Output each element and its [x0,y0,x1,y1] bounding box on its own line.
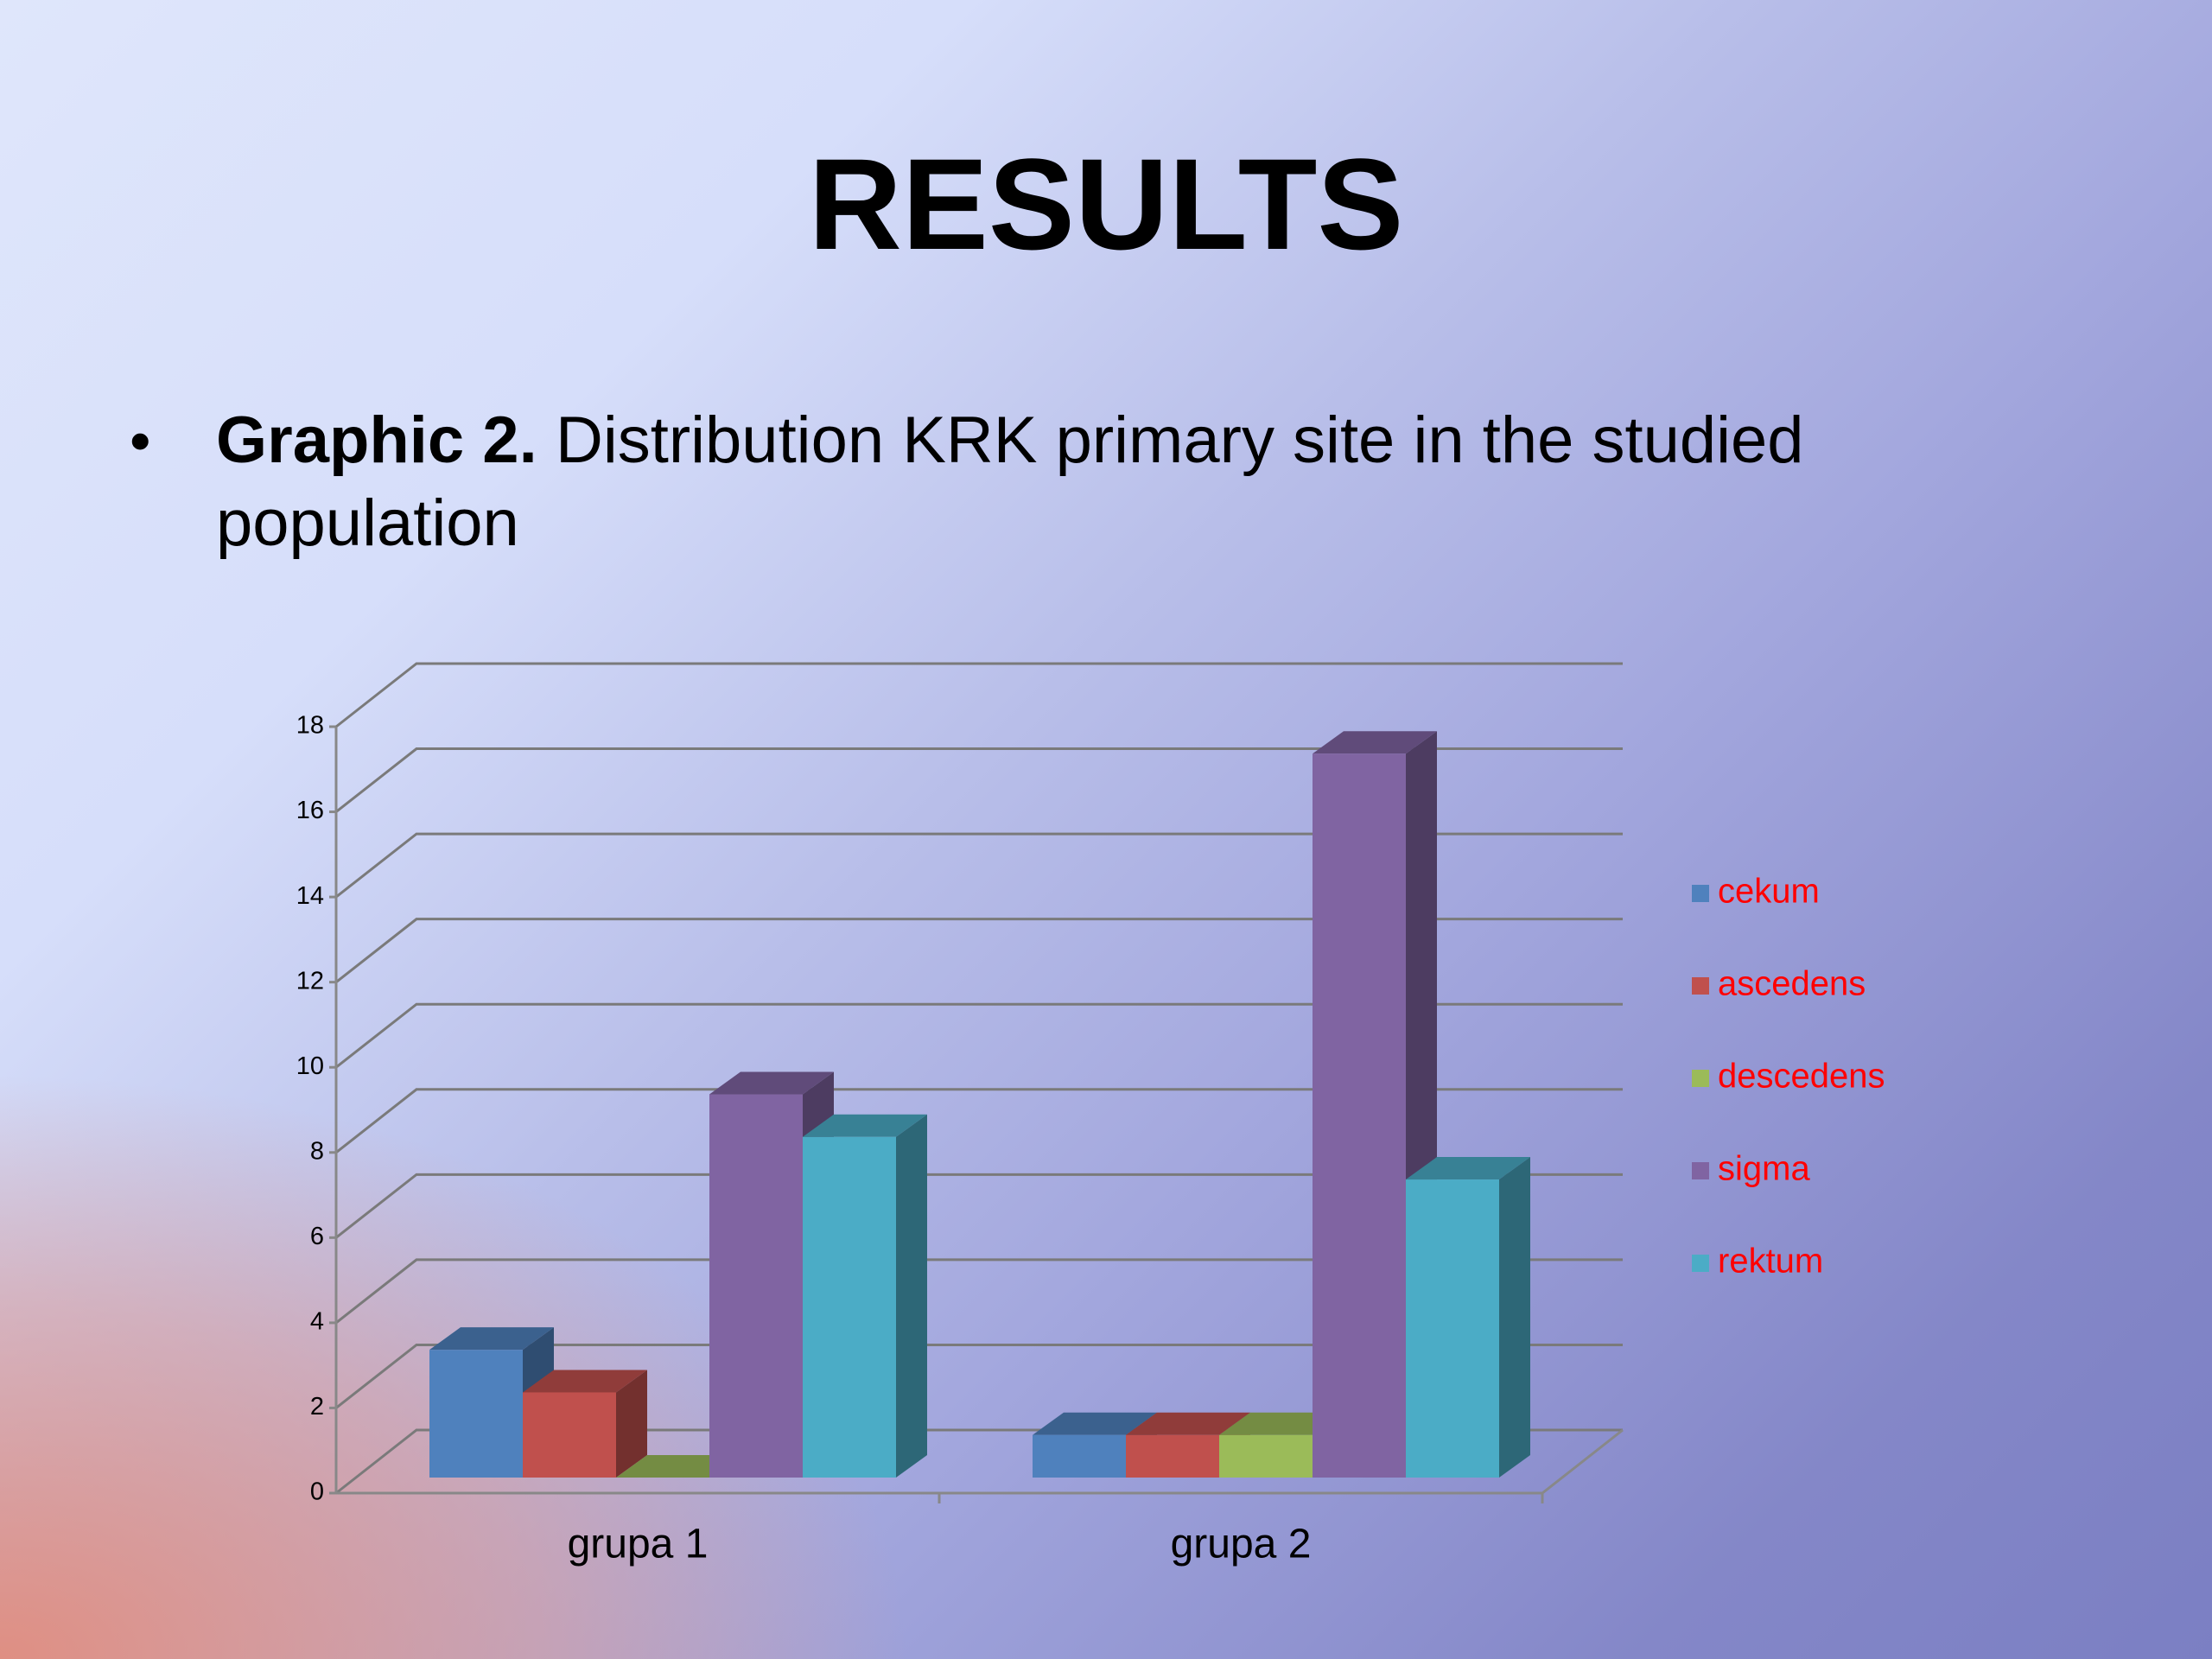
legend-label: descedens [1718,1058,1885,1096]
bar-side [896,1114,927,1478]
legend-label: cekum [1718,873,1820,911]
legend-swatch [1692,977,1709,995]
legend-label: rektum [1718,1243,1823,1281]
bullet: • [130,407,151,474]
legend-swatch [1692,1070,1709,1087]
bar [523,1392,616,1478]
bar [1313,753,1406,1478]
bar [1406,1179,1499,1478]
bar [1033,1434,1126,1478]
grid-line [335,1002,1623,1069]
legend-swatch [1692,885,1709,902]
legend-label: ascedens [1718,965,1866,1003]
y-tick-label: 4 [310,1308,324,1336]
y-tick-label: 12 [296,967,324,995]
bar-top [429,1327,554,1351]
bar [803,1136,896,1478]
x-tick-label: grupa 2 [1171,1522,1312,1567]
legend-swatch [1692,1162,1709,1179]
grid-line [335,832,1623,899]
y-tick-label: 10 [296,1052,324,1080]
grid-line [335,747,1623,813]
bar-top [523,1370,647,1393]
bar-side [1499,1157,1530,1478]
grid-line [335,662,1623,728]
caption-text: Distribution KRK primary site in the stu… [216,404,1804,560]
x-tick-label: grupa 1 [568,1522,709,1567]
y-tick-label: 18 [296,712,324,740]
y-tick-label: 2 [310,1393,324,1421]
y-tick-label: 14 [296,882,324,910]
grid-line [335,1088,1623,1154]
y-tick-label: 6 [310,1223,324,1250]
bar-top [1033,1412,1157,1435]
y-tick-label: 16 [296,797,324,824]
bar-top [803,1114,927,1137]
slide-title: RESULTS [808,131,1404,276]
bar [429,1350,523,1478]
bar [1219,1434,1313,1478]
y-tick-label: 8 [310,1137,324,1165]
bar-top [1406,1157,1530,1180]
grid-line [335,1343,1623,1409]
legend-label: sigma [1718,1150,1810,1188]
bar [1126,1434,1219,1478]
grid-line [335,1173,1623,1239]
bar-top [1126,1412,1250,1435]
bar-top [1313,731,1437,754]
bar-side [616,1370,647,1478]
caption-label: Graphic 2. [216,404,537,477]
bar-top [709,1071,834,1095]
y-tick-label: 0 [310,1478,324,1506]
caption: Graphic 2. Distribution KRK primary site … [216,399,1901,565]
grid-line [335,1258,1623,1325]
grid-line [335,918,1623,983]
bar [709,1094,803,1478]
legend-swatch [1692,1255,1709,1272]
